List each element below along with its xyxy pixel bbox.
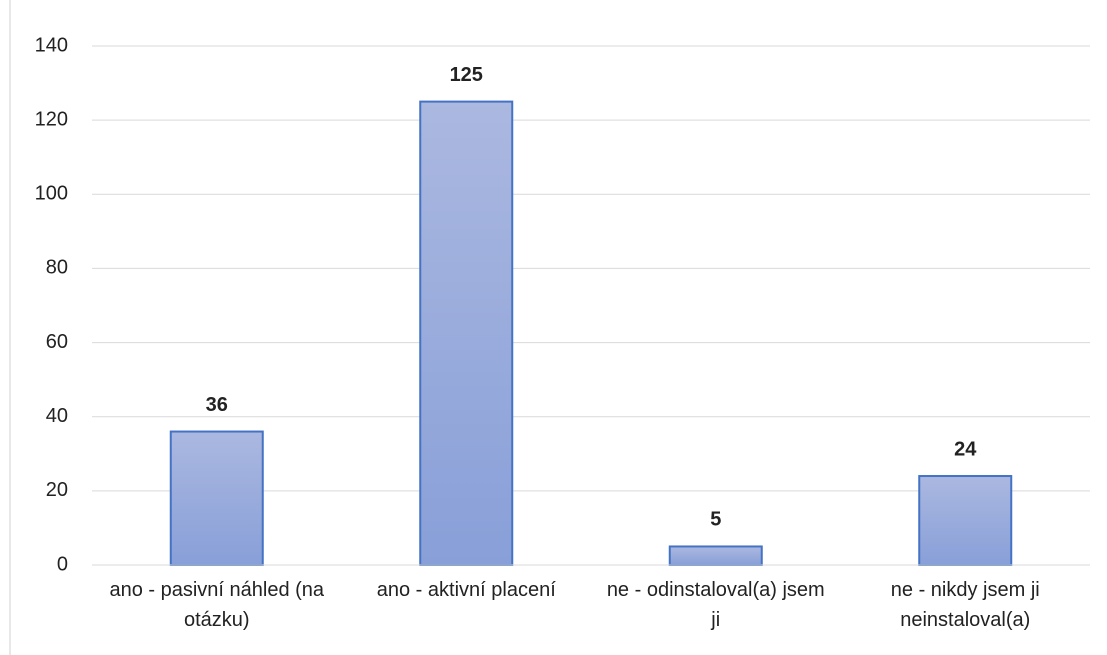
x-label-box: ne - odinstaloval(a) jsem ji xyxy=(606,579,825,631)
bar xyxy=(668,545,763,567)
value-label: 5 xyxy=(710,509,721,531)
y-tick-label: 0 xyxy=(57,553,68,575)
value-label: 125 xyxy=(450,64,483,86)
x-tick-label: ano - pasivní náhled (na otázku) xyxy=(109,579,325,631)
x-tick-label: ne - odinstaloval(a) jsem ji xyxy=(606,579,825,631)
bar xyxy=(918,475,1013,566)
y-tick-label: 40 xyxy=(46,405,68,427)
x-label-box: ano - pasivní náhled (na otázku) xyxy=(109,579,325,631)
value-label: 36 xyxy=(206,394,228,416)
x-tick-label: ano - aktivní placení xyxy=(376,579,556,601)
y-tick-label: 20 xyxy=(46,479,68,501)
value-label: 24 xyxy=(954,438,977,460)
x-label-box: ne - nikdy jsem ji neinstaloval(a) xyxy=(890,579,1040,631)
y-tick-label: 140 xyxy=(35,34,68,56)
y-tick-label: 60 xyxy=(46,331,68,353)
bar xyxy=(419,100,514,566)
x-tick-label: ne - nikdy jsem ji neinstaloval(a) xyxy=(890,579,1040,631)
x-label-box: ano - aktivní placení xyxy=(376,579,556,601)
y-tick-label: 80 xyxy=(46,257,68,279)
y-tick-label: 100 xyxy=(35,183,68,205)
bar xyxy=(169,430,264,566)
y-tick-label: 120 xyxy=(35,108,68,130)
